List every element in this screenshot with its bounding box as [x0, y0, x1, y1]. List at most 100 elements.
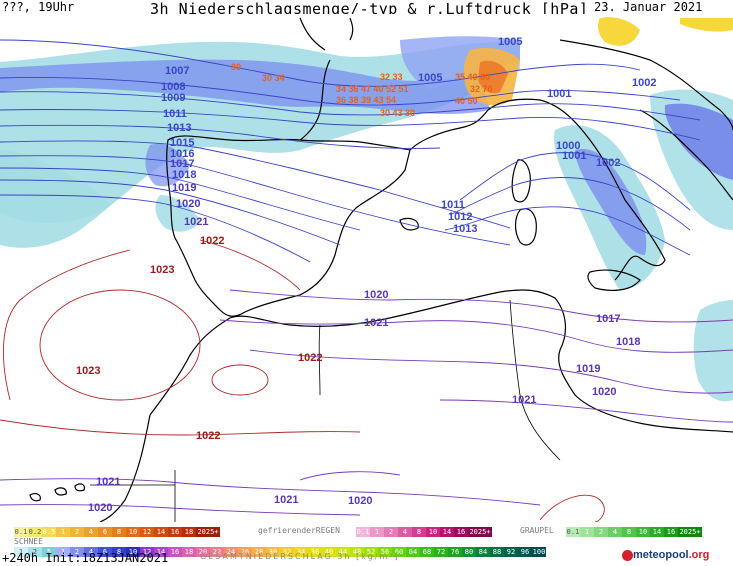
- isobar-label: 1016: [170, 148, 194, 160]
- isobar-label: 1021: [96, 476, 120, 488]
- isobar-label: 1020: [348, 495, 372, 507]
- forecast-date: 23. Januar 2021: [594, 0, 703, 14]
- legend-swatch: 14: [440, 527, 454, 537]
- isobar-label: 1011: [163, 108, 187, 120]
- legend-swatch: 56: [378, 547, 392, 557]
- legend-swatch: 8: [112, 547, 126, 557]
- legend-swatch: 30: [266, 547, 280, 557]
- legend-swatch: 8: [412, 527, 426, 537]
- legend-swatch: 5: [42, 547, 56, 557]
- isobar-label: 1021: [512, 394, 536, 406]
- isobar-label: 1022: [298, 352, 322, 364]
- legend-swatch: 14: [650, 527, 664, 537]
- isobar-label: 1002: [596, 157, 620, 169]
- legend-swatch: 44: [336, 547, 350, 557]
- legend-swatch: 4: [84, 527, 98, 537]
- isobar-label: 1020: [364, 289, 388, 301]
- precipitation-areas: [0, 17, 733, 402]
- legend-swatch: 10: [126, 527, 140, 537]
- legend-swatch: 16: [168, 547, 182, 557]
- legend-swatch: 1: [14, 547, 28, 557]
- legend: 0.1 0.2 0.5 1 2 4 6 8 10 12 14 16 18 2025+ gefrierend…: [0, 522, 733, 566]
- legend-swatch: 10: [126, 547, 140, 557]
- precip-label: 35 40 60: [455, 72, 490, 82]
- isobar-label: 1017: [596, 313, 620, 325]
- precip-label: 40 50: [455, 96, 478, 106]
- legend-swatch: 2: [70, 527, 84, 537]
- precip-label: 32 33: [380, 72, 403, 82]
- legend-swatch: 24: [224, 547, 238, 557]
- isobar-labels: 1005 1007 1008 1009 1011 1013 1015 1016 …: [76, 36, 656, 514]
- isobar-label: 1019: [576, 363, 600, 375]
- legend-swatch: 16: [168, 527, 182, 537]
- legend-swatch: 2: [70, 547, 84, 557]
- isobar-label: 1017: [170, 158, 194, 170]
- isobar-label: 1021: [364, 317, 388, 329]
- isobar-label: 1013: [453, 223, 477, 235]
- brand-suffix: .org: [688, 549, 710, 561]
- isobar-label: 1022: [196, 430, 220, 442]
- isobar-label: 1005: [498, 36, 522, 48]
- isobar-label: 1018: [172, 169, 196, 181]
- graupel-scale: 0.1 1 2 4 8 10 14 16 2025+: [566, 527, 702, 537]
- isobar-label: 1001: [562, 150, 586, 162]
- legend-swatch: 0.1: [14, 527, 28, 537]
- legend-swatch: 0.1: [356, 527, 370, 537]
- precip-label: 30 34: [262, 73, 285, 83]
- total-precip-scale: 1 2 5 1 2 4 6 8 10 12 14 16 18 20 22 24 26 28 30 32 34 36 40 44…: [14, 547, 546, 557]
- legend-swatch: 1: [56, 547, 70, 557]
- brand-name: meteopool: [633, 549, 689, 561]
- legend-swatch: 68: [420, 547, 434, 557]
- legend-swatch: 60: [392, 547, 406, 557]
- legend-swatch: 8: [112, 527, 126, 537]
- isobar-label: 1007: [165, 65, 189, 77]
- legend-swatch: 2: [28, 547, 42, 557]
- isobar-label: 1020: [592, 386, 616, 398]
- legend-swatch: 96: [518, 547, 532, 557]
- legend-swatch: 2025+: [196, 527, 220, 537]
- snow-title: SCHNEE: [14, 537, 43, 546]
- legend-swatch: 0.1: [566, 527, 580, 537]
- legend-swatch: 16: [454, 527, 468, 537]
- legend-swatch: 26: [238, 547, 252, 557]
- precip-label: 30: [231, 62, 241, 72]
- isobars-high: [0, 239, 605, 522]
- pressure-map: 1005 1007 1008 1009 1011 1013 1015 1016 …: [0, 17, 733, 522]
- brand[interactable]: meteopool.org: [633, 549, 709, 561]
- isobar-label: 1022: [200, 235, 224, 247]
- legend-swatch: 88: [490, 547, 504, 557]
- isobar-label: 1023: [76, 365, 100, 377]
- map-title: 3h Niederschlagsmenge/-typ & r.Luftdruck…: [150, 0, 589, 18]
- isobars-low: [0, 39, 701, 263]
- legend-swatch: 64: [406, 547, 420, 557]
- isobar-label: 1019: [172, 182, 196, 194]
- legend-swatch: 2025+: [678, 527, 702, 537]
- legend-swatch: 100: [532, 547, 546, 557]
- isobar-label: 1015: [170, 137, 194, 149]
- legend-swatch: 20: [196, 547, 210, 557]
- isobar-label: 1002: [632, 77, 656, 89]
- isobar-label: 1005: [418, 72, 442, 84]
- legend-swatch: 84: [476, 547, 490, 557]
- meteopool-logo-icon: [622, 550, 633, 561]
- legend-swatch: 2: [384, 527, 398, 537]
- isobar-label: 1012: [448, 211, 472, 223]
- isobar-label: 1011: [441, 199, 465, 211]
- isobar-label: 1021: [274, 494, 298, 506]
- legend-swatch: 76: [448, 547, 462, 557]
- legend-swatch: 4: [84, 547, 98, 557]
- legend-swatch: 0.5: [42, 527, 56, 537]
- freezing-rain-scale: 0.1 1 2 4 8 10 14 16 2025+: [356, 527, 492, 537]
- legend-swatch: 4: [398, 527, 412, 537]
- legend-swatch: 2025+: [468, 527, 492, 537]
- legend-swatch: 10: [636, 527, 650, 537]
- legend-swatch: 4: [608, 527, 622, 537]
- isobar-label: 1001: [547, 88, 571, 100]
- legend-swatch: 48: [350, 547, 364, 557]
- legend-swatch: 1: [370, 527, 384, 537]
- precip-label: 36 38 39 43 54: [336, 95, 396, 105]
- legend-swatch: 8: [622, 527, 636, 537]
- legend-swatch: 1: [56, 527, 70, 537]
- precip-label: 32 70: [470, 84, 493, 94]
